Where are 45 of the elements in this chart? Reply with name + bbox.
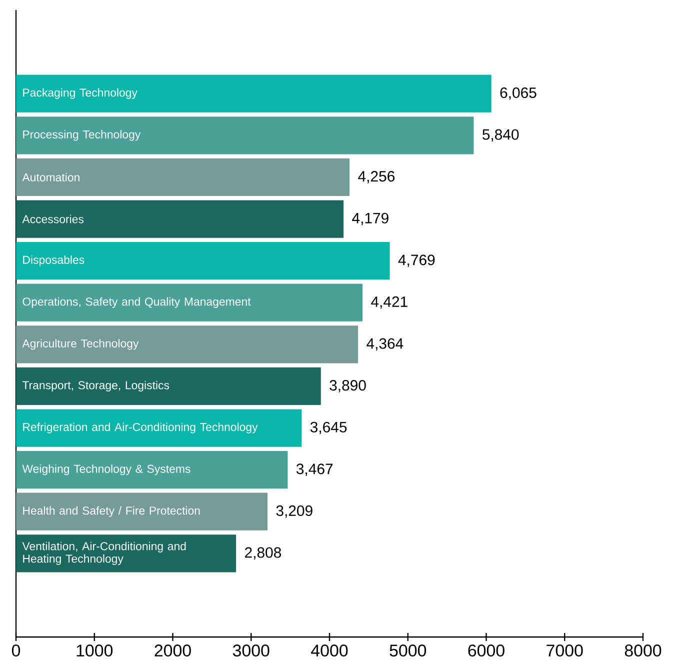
bar: [16, 158, 350, 196]
bar: [16, 534, 236, 572]
data-label: 5,840: [482, 129, 519, 142]
bar: [16, 200, 344, 238]
x-tick-label: 1000: [76, 644, 113, 657]
x-tick-label: 4000: [311, 644, 348, 657]
data-label: 3,645: [310, 422, 347, 434]
data-label: 4,421: [371, 296, 408, 309]
y-tick-label: Ventilation, Air-Conditioning and Heating Technology: [22, 542, 186, 565]
data-label: 2,808: [245, 547, 282, 560]
data-label: 4,364: [366, 338, 404, 351]
data-label: 4,179: [352, 212, 388, 226]
x-tick-label: 8000: [624, 644, 662, 657]
x-tick-label: 0: [12, 644, 20, 657]
x-tick-label: 6000: [468, 644, 504, 657]
data-label: 4,256: [358, 171, 394, 184]
y-tick-label: Refrigeration and Air-Conditioning Technology: [23, 422, 258, 434]
bar: [16, 326, 358, 364]
bar: [16, 492, 268, 530]
bar: [16, 367, 321, 406]
bar: [16, 284, 362, 322]
y-tick-label: Processing Technology: [23, 130, 141, 141]
y-tick-label: Automation: [22, 173, 80, 182]
y-tick-label: Disposables: [23, 255, 84, 266]
y-tick-label: Agriculture Technology: [22, 339, 139, 350]
data-label: 4,769: [398, 254, 435, 267]
y-tick-label: Health and Safety / Fire Protection: [23, 506, 200, 517]
y-tick-label: Weighing Technology & Systems: [22, 464, 190, 476]
x-tick-label: 7000: [546, 644, 583, 657]
x-tick-label: 3000: [232, 644, 270, 657]
x-tick-label: 5000: [390, 644, 426, 657]
bar: [16, 116, 474, 154]
data-label: 3,209: [276, 505, 312, 518]
data-label: 3,467: [296, 464, 333, 476]
x-tick-label: 2000: [154, 644, 191, 657]
y-tick-label: Transport, Storage, Logistics: [22, 380, 170, 392]
bar: [16, 450, 288, 489]
data-label: 3,890: [330, 380, 366, 392]
bar: [16, 242, 390, 280]
y-tick-label: Accessories: [22, 214, 84, 224]
y-tick-label: Packaging Technology: [23, 88, 138, 99]
data-label: 6,065: [500, 87, 536, 100]
bar: [16, 74, 492, 112]
bar: [16, 409, 302, 447]
y-tick-label: Operations, Safety and Quality Management: [22, 297, 251, 308]
